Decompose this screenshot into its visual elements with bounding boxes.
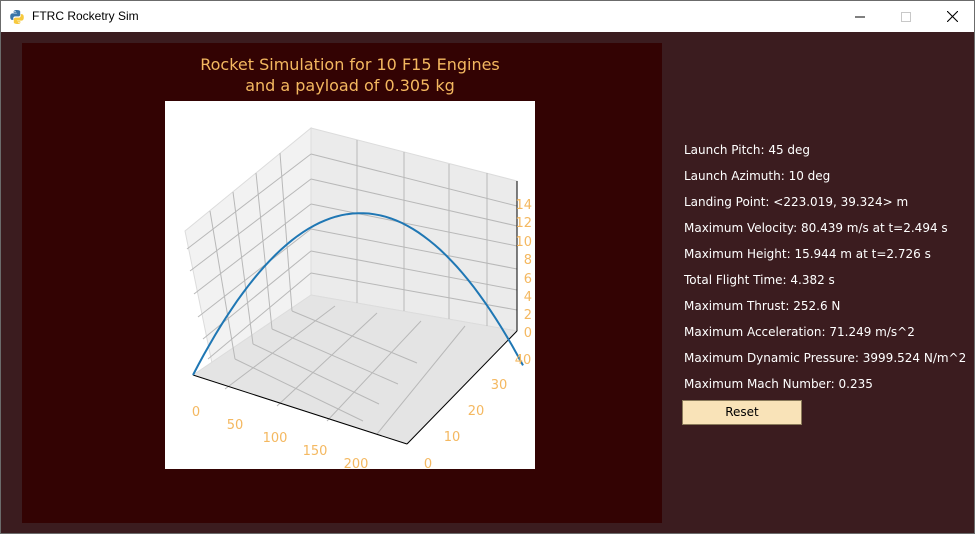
window-title: FTRC Rocketry Sim [32,9,139,23]
reset-button[interactable]: Reset [682,400,802,425]
y-tick-label: 20 [468,404,485,419]
close-button[interactable] [929,1,975,32]
y-axis-ticks: 0 10 20 30 40 [424,353,531,472]
z-axis-ticks: 0 2 4 6 8 10 12 14 [515,198,532,341]
y-tick-label: 0 [424,457,432,472]
maximize-icon [901,11,911,22]
stat-line: Launch Azimuth: 10 deg [684,169,831,183]
title-bar[interactable]: FTRC Rocketry Sim [1,1,974,32]
z-tick-label: 0 [524,326,532,341]
stat-line: Maximum Velocity: 80.439 m/s at t=2.494 … [684,221,948,235]
y-tick-label: 40 [515,353,532,368]
stat-line: Landing Point: <223.019, 39.324> m [684,195,909,209]
maximize-button[interactable] [883,1,929,32]
trajectory-line [192,212,524,376]
stat-line: Maximum Dynamic Pressure: 3999.524 N/m^2 [684,351,967,365]
plot-title-line1: Rocket Simulation for 10 F15 Engines [200,55,500,74]
z-tick-label: 6 [524,272,532,287]
axes [192,181,518,445]
z-tick-label: 8 [524,253,532,268]
stat-line: Launch Pitch: 45 deg [684,143,811,157]
grid-lines [186,140,518,435]
x-tick-label: 50 [227,418,244,433]
stat-line: Maximum Mach Number: 0.235 [684,377,873,391]
trajectory-3d-plot[interactable]: 0 50 100 150 200 0 10 20 30 40 0 2 4 6 8 10 12 14 [165,101,535,472]
stat-line: Maximum Height: 15.944 m at t=2.726 s [684,247,931,261]
close-icon [946,11,958,22]
plot-title: Rocket Simulation for 10 F15 Engines and… [22,54,678,96]
stat-line: Maximum Thrust: 252.6 N [684,299,841,313]
x-tick-label: 150 [303,444,328,459]
z-tick-label: 4 [524,290,532,305]
z-tick-label: 14 [515,198,532,213]
y-tick-label: 30 [491,378,508,393]
stats-panel: Launch Pitch: 45 deg Launch Azimuth: 10 d… [684,142,974,402]
y-tick-label: 10 [444,430,461,445]
x-axis-ticks: 0 50 100 150 200 [192,405,369,472]
stat-line: Maximum Acceleration: 71.249 m/s^2 [684,325,915,339]
z-tick-label: 10 [515,235,532,250]
z-tick-label: 2 [524,308,532,323]
x-tick-label: 200 [344,457,369,472]
minimize-button[interactable] [837,1,883,32]
plot-title-line2: and a payload of 0.305 kg [245,76,455,95]
stat-line: Total Flight Time: 4.382 s [684,273,835,287]
plot-panel: Rocket Simulation for 10 F15 Engines and… [22,43,662,523]
x-tick-label: 100 [263,431,288,446]
z-tick-label: 12 [515,216,532,231]
x-tick-label: 0 [192,405,200,420]
python-icon [10,10,24,24]
minimize-icon [855,16,865,17]
